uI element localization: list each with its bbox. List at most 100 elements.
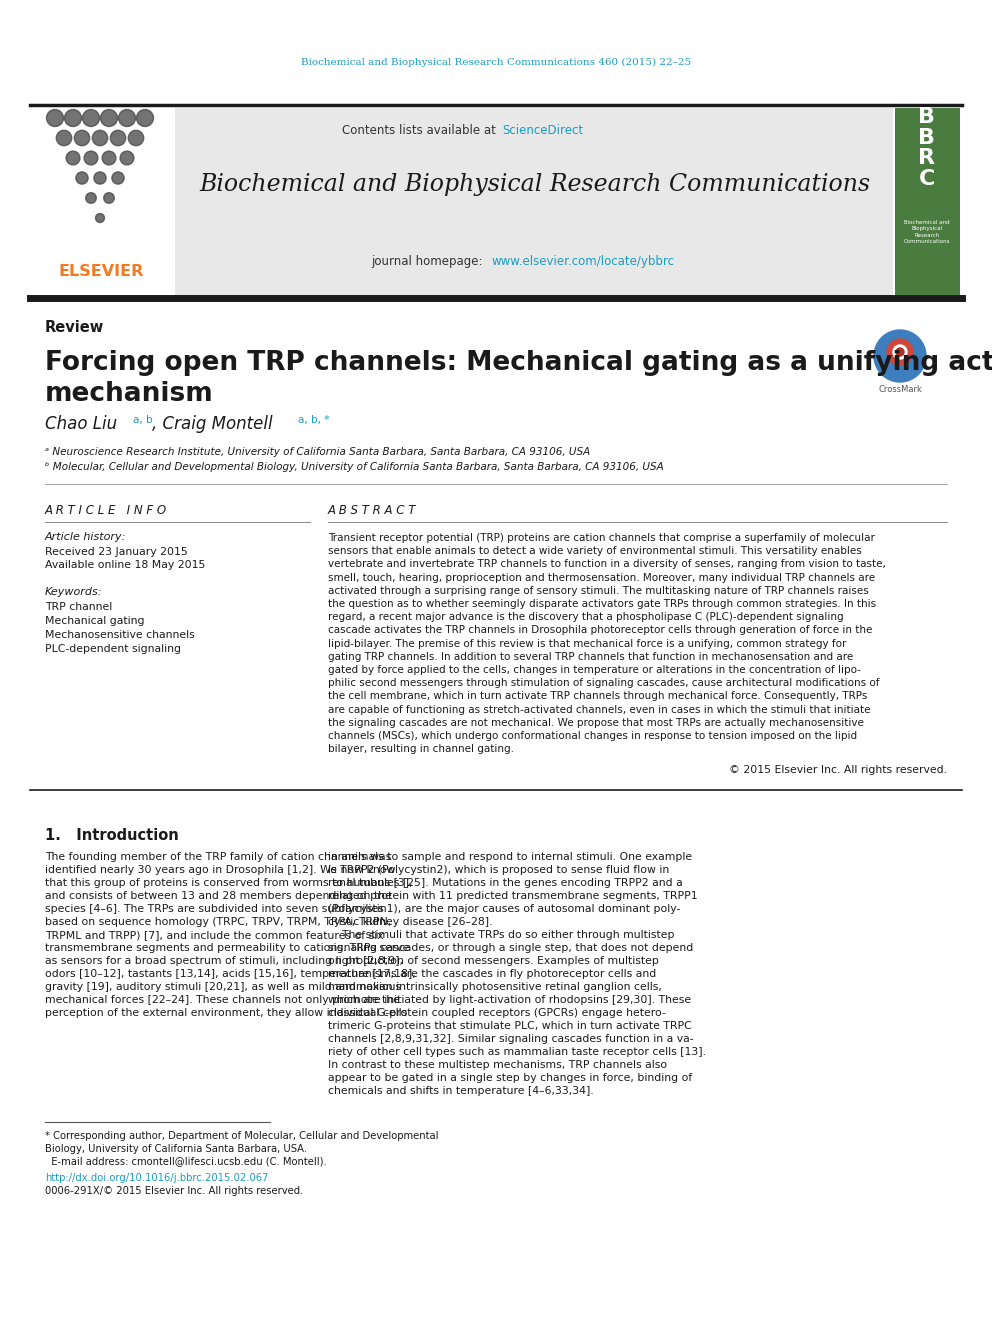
- Text: CrossMark: CrossMark: [878, 385, 922, 394]
- Text: In contrast to these multistep mechanisms, TRP channels also: In contrast to these multistep mechanism…: [328, 1061, 668, 1070]
- Text: the question as to whether seemingly disparate activators gate TRPs through comm: the question as to whether seemingly dis…: [328, 599, 876, 609]
- Text: classical G-protein coupled receptors (GPCRs) engage hetero-: classical G-protein coupled receptors (G…: [328, 1008, 666, 1019]
- Text: TRP channel: TRP channel: [45, 602, 112, 613]
- Text: gravity [19], auditory stimuli [20,21], as well as mild and noxious: gravity [19], auditory stimuli [20,21], …: [45, 983, 401, 992]
- Text: sensors that enable animals to detect a wide variety of environmental stimuli. T: sensors that enable animals to detect a …: [328, 546, 862, 556]
- Text: ELSEVIER: ELSEVIER: [59, 265, 144, 279]
- Circle shape: [896, 348, 904, 356]
- Circle shape: [64, 110, 81, 127]
- FancyBboxPatch shape: [30, 108, 173, 295]
- Text: Chao Liu: Chao Liu: [45, 415, 117, 433]
- Text: 1.   Introduction: 1. Introduction: [45, 828, 179, 843]
- Text: Contents lists available at: Contents lists available at: [342, 123, 500, 136]
- Text: 0006-291X/© 2015 Elsevier Inc. All rights reserved.: 0006-291X/© 2015 Elsevier Inc. All right…: [45, 1185, 304, 1196]
- Text: lipid-bilayer. The premise of this review is that mechanical force is a unifying: lipid-bilayer. The premise of this revie…: [328, 639, 846, 648]
- Text: Biochemical and Biophysical Research Communications: Biochemical and Biophysical Research Com…: [199, 173, 871, 197]
- Text: chemicals and shifts in temperature [4–6,33,34].: chemicals and shifts in temperature [4–6…: [328, 1086, 594, 1097]
- Text: related protein with 11 predicted transmembrane segments, TRPP1: related protein with 11 predicted transm…: [328, 892, 697, 901]
- Text: are capable of functioning as stretch-activated channels, even in cases in which: are capable of functioning as stretch-ac…: [328, 705, 871, 714]
- Text: E-mail address: cmontell@lifesci.ucsb.edu (C. Montell).: E-mail address: cmontell@lifesci.ucsb.ed…: [45, 1156, 326, 1167]
- Text: mechanical forces [22–24]. These channels not only promote the: mechanical forces [22–24]. These channel…: [45, 995, 400, 1005]
- Text: as sensors for a broad spectrum of stimuli, including light [2,8,9],: as sensors for a broad spectrum of stimu…: [45, 957, 403, 966]
- Text: gated by force applied to the cells, changes in temperature or alterations in th: gated by force applied to the cells, cha…: [328, 665, 861, 675]
- Circle shape: [110, 130, 126, 146]
- FancyBboxPatch shape: [175, 108, 893, 295]
- Text: Article history:: Article history:: [45, 532, 126, 542]
- Text: channels [2,8,9,31,32]. Similar signaling cascades function in a va-: channels [2,8,9,31,32]. Similar signalin…: [328, 1035, 693, 1044]
- Text: Keywords:: Keywords:: [45, 587, 102, 597]
- FancyBboxPatch shape: [895, 108, 960, 295]
- Text: Biochemical and Biophysical Research Communications 460 (2015) 22–25: Biochemical and Biophysical Research Com…: [301, 57, 691, 66]
- Circle shape: [92, 130, 108, 146]
- Text: the cell membrane, which in turn activate TRP channels through mechanical force.: the cell membrane, which in turn activat…: [328, 692, 867, 701]
- Circle shape: [893, 345, 907, 359]
- Text: transmembrane segments and permeability to cations. TRPs serve: transmembrane segments and permeability …: [45, 943, 410, 954]
- Circle shape: [95, 213, 104, 222]
- Circle shape: [82, 110, 99, 127]
- Text: perception of the external environment, they allow individual cells: perception of the external environment, …: [45, 1008, 408, 1019]
- Text: signaling cascades, or through a single step, that does not depend: signaling cascades, or through a single …: [328, 943, 693, 954]
- Circle shape: [112, 172, 124, 184]
- Text: The stimuli that activate TRPs do so either through multistep: The stimuli that activate TRPs do so eit…: [328, 930, 675, 941]
- Text: TRPML and TRPP) [7], and include the common features of six: TRPML and TRPP) [7], and include the com…: [45, 930, 384, 941]
- Text: B
B
R
C: B B R C: [919, 107, 935, 189]
- Text: mammalian intrinsically photosensitive retinal ganglion cells,: mammalian intrinsically photosensitive r…: [328, 983, 662, 992]
- Text: activated through a surprising range of sensory stimuli. The multitasking nature: activated through a surprising range of …: [328, 586, 869, 595]
- Text: is TRPP2 (Polycystin2), which is proposed to sense fluid flow in: is TRPP2 (Polycystin2), which is propose…: [328, 865, 670, 876]
- Text: journal homepage:: journal homepage:: [371, 255, 490, 269]
- Text: riety of other cell types such as mammalian taste receptor cells [13].: riety of other cell types such as mammal…: [328, 1048, 706, 1057]
- Text: which are initiated by light-activation of rhodopsins [29,30]. These: which are initiated by light-activation …: [328, 995, 691, 1005]
- Circle shape: [102, 151, 116, 165]
- Text: mechanism: mechanism: [45, 381, 213, 407]
- Circle shape: [76, 172, 88, 184]
- Circle shape: [74, 130, 89, 146]
- Circle shape: [128, 130, 144, 146]
- Circle shape: [47, 110, 63, 127]
- Text: based on sequence homology (TRPC, TRPV, TRPM, TRPA, TRPN,: based on sequence homology (TRPC, TRPV, …: [45, 917, 392, 927]
- Text: the signaling cascades are not mechanical. We propose that most TRPs are actuall: the signaling cascades are not mechanica…: [328, 718, 864, 728]
- Text: © 2015 Elsevier Inc. All rights reserved.: © 2015 Elsevier Inc. All rights reserved…: [729, 766, 947, 775]
- Text: cascade activates the TRP channels in Drosophila photoreceptor cells through gen: cascade activates the TRP channels in Dr…: [328, 626, 872, 635]
- Text: in animals to sample and respond to internal stimuli. One example: in animals to sample and respond to inte…: [328, 852, 692, 863]
- Text: bilayer, resulting in channel gating.: bilayer, resulting in channel gating.: [328, 745, 514, 754]
- Circle shape: [100, 110, 117, 127]
- Text: channels (MSCs), which undergo conformational changes in response to tension imp: channels (MSCs), which undergo conformat…: [328, 732, 857, 741]
- Text: smell, touch, hearing, proprioception and thermosensation. Moreover, many indivi: smell, touch, hearing, proprioception an…: [328, 573, 875, 582]
- Text: that this group of proteins is conserved from worms to humans [3],: that this group of proteins is conserved…: [45, 878, 413, 889]
- Text: identified nearly 30 years ago in Drosophila [1,2]. We now know: identified nearly 30 years ago in Drosop…: [45, 865, 396, 876]
- Text: philic second messengers through stimulation of signaling cascades, cause archit: philic second messengers through stimula…: [328, 679, 880, 688]
- Text: ScienceDirect: ScienceDirect: [502, 123, 583, 136]
- Circle shape: [94, 172, 106, 184]
- Text: renal tubules [25]. Mutations in the genes encoding TRPP2 and a: renal tubules [25]. Mutations in the gen…: [328, 878, 682, 889]
- Text: A R T I C L E   I N F O: A R T I C L E I N F O: [45, 504, 167, 516]
- Circle shape: [57, 130, 71, 146]
- Circle shape: [84, 151, 98, 165]
- Text: cystic kidney disease [26–28].: cystic kidney disease [26–28].: [328, 917, 492, 927]
- Text: Available online 18 May 2015: Available online 18 May 2015: [45, 560, 205, 570]
- Text: a, b: a, b: [133, 415, 153, 425]
- Wedge shape: [887, 339, 913, 365]
- Text: ᵇ Molecular, Cellular and Developmental Biology, University of California Santa : ᵇ Molecular, Cellular and Developmental …: [45, 462, 664, 472]
- Text: and consists of between 13 and 28 members depending on the: and consists of between 13 and 28 member…: [45, 892, 392, 901]
- Text: on production of second messengers. Examples of multistep: on production of second messengers. Exam…: [328, 957, 659, 966]
- Text: species [4–6]. The TRPs are subdivided into seven subfamilies: species [4–6]. The TRPs are subdivided i…: [45, 905, 384, 914]
- Text: PLC-dependent signaling: PLC-dependent signaling: [45, 644, 181, 654]
- Circle shape: [85, 193, 96, 204]
- Text: Transient receptor potential (TRP) proteins are cation channels that comprise a : Transient receptor potential (TRP) prote…: [328, 533, 875, 542]
- Circle shape: [66, 151, 80, 165]
- Text: Mechanical gating: Mechanical gating: [45, 617, 145, 626]
- Text: Forcing open TRP channels: Mechanical gating as a unifying activation: Forcing open TRP channels: Mechanical ga…: [45, 351, 992, 376]
- Text: appear to be gated in a single step by changes in force, binding of: appear to be gated in a single step by c…: [328, 1073, 692, 1084]
- Text: gating TRP channels. In addition to several TRP channels that function in mechan: gating TRP channels. In addition to seve…: [328, 652, 853, 662]
- Circle shape: [874, 329, 926, 382]
- Text: The founding member of the TRP family of cation channels was: The founding member of the TRP family of…: [45, 852, 391, 863]
- Text: Mechanosensitive channels: Mechanosensitive channels: [45, 630, 194, 640]
- Text: Review: Review: [45, 319, 104, 335]
- Text: vertebrate and invertebrate TRP channels to function in a diversity of senses, r: vertebrate and invertebrate TRP channels…: [328, 560, 886, 569]
- Text: a, b, *: a, b, *: [298, 415, 329, 425]
- Text: ᵃ Neuroscience Research Institute, University of California Santa Barbara, Santa: ᵃ Neuroscience Research Institute, Unive…: [45, 447, 590, 456]
- Text: (Polycystin1), are the major causes of autosomal dominant poly-: (Polycystin1), are the major causes of a…: [328, 905, 681, 914]
- Text: Biology, University of California Santa Barbara, USA.: Biology, University of California Santa …: [45, 1144, 308, 1154]
- Text: trimeric G-proteins that stimulate PLC, which in turn activate TRPC: trimeric G-proteins that stimulate PLC, …: [328, 1021, 691, 1032]
- Text: mechanisms are the cascades in fly photoreceptor cells and: mechanisms are the cascades in fly photo…: [328, 970, 657, 979]
